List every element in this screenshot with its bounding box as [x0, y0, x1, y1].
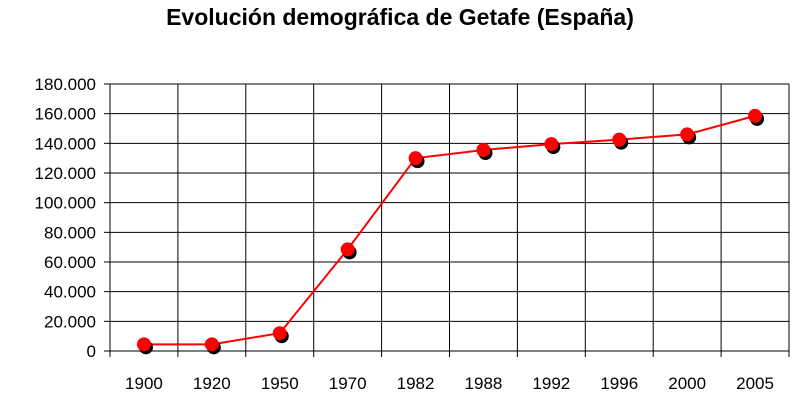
chart-title: Evolución demográfica de Getafe (España): [166, 4, 634, 30]
data-point: [748, 108, 763, 123]
y-tick-label: 160.000: [35, 105, 96, 124]
x-tick-label: 2000: [668, 374, 706, 393]
data-point: [340, 242, 355, 257]
y-tick-label: 20.000: [44, 312, 96, 331]
y-tick-label: 140.000: [35, 134, 96, 153]
x-tick-label: 1950: [261, 374, 299, 393]
data-point: [476, 143, 491, 158]
x-tick-label: 1900: [125, 374, 163, 393]
data-point: [680, 127, 695, 142]
y-tick-label: 40.000: [44, 283, 96, 302]
data-point: [204, 337, 219, 352]
axes: [104, 83, 790, 357]
y-tick-labels: 0 20.000 40.000 60.000 80.000 100.000 120.000 1…: [35, 75, 96, 361]
x-tick-label: 1920: [193, 374, 231, 393]
series-line: [143, 114, 756, 346]
y-tick-label: 80.000: [44, 223, 96, 242]
x-tick-label: 2005: [736, 374, 774, 393]
y-tick-label: 60.000: [44, 253, 96, 272]
y-tick-label: 0: [87, 342, 96, 361]
x-tick-label: 1970: [329, 374, 367, 393]
y-tick-label: 180.000: [35, 75, 96, 94]
data-series: [136, 108, 765, 355]
data-point: [612, 132, 627, 147]
data-point: [544, 137, 559, 152]
y-tick-label: 120.000: [35, 164, 96, 183]
data-point: [136, 337, 151, 352]
x-tick-labels: 1900 1920 1950 1970 1982 1988 1992 1996 2000 2005: [125, 374, 774, 393]
x-tick-label: 1992: [532, 374, 570, 393]
x-tick-label: 1996: [600, 374, 638, 393]
grid-lines: [110, 83, 790, 351]
data-point: [408, 151, 423, 166]
y-tick-label: 100.000: [35, 194, 96, 213]
data-point: [272, 326, 287, 341]
x-tick-label: 1982: [397, 374, 435, 393]
x-tick-label: 1988: [465, 374, 503, 393]
